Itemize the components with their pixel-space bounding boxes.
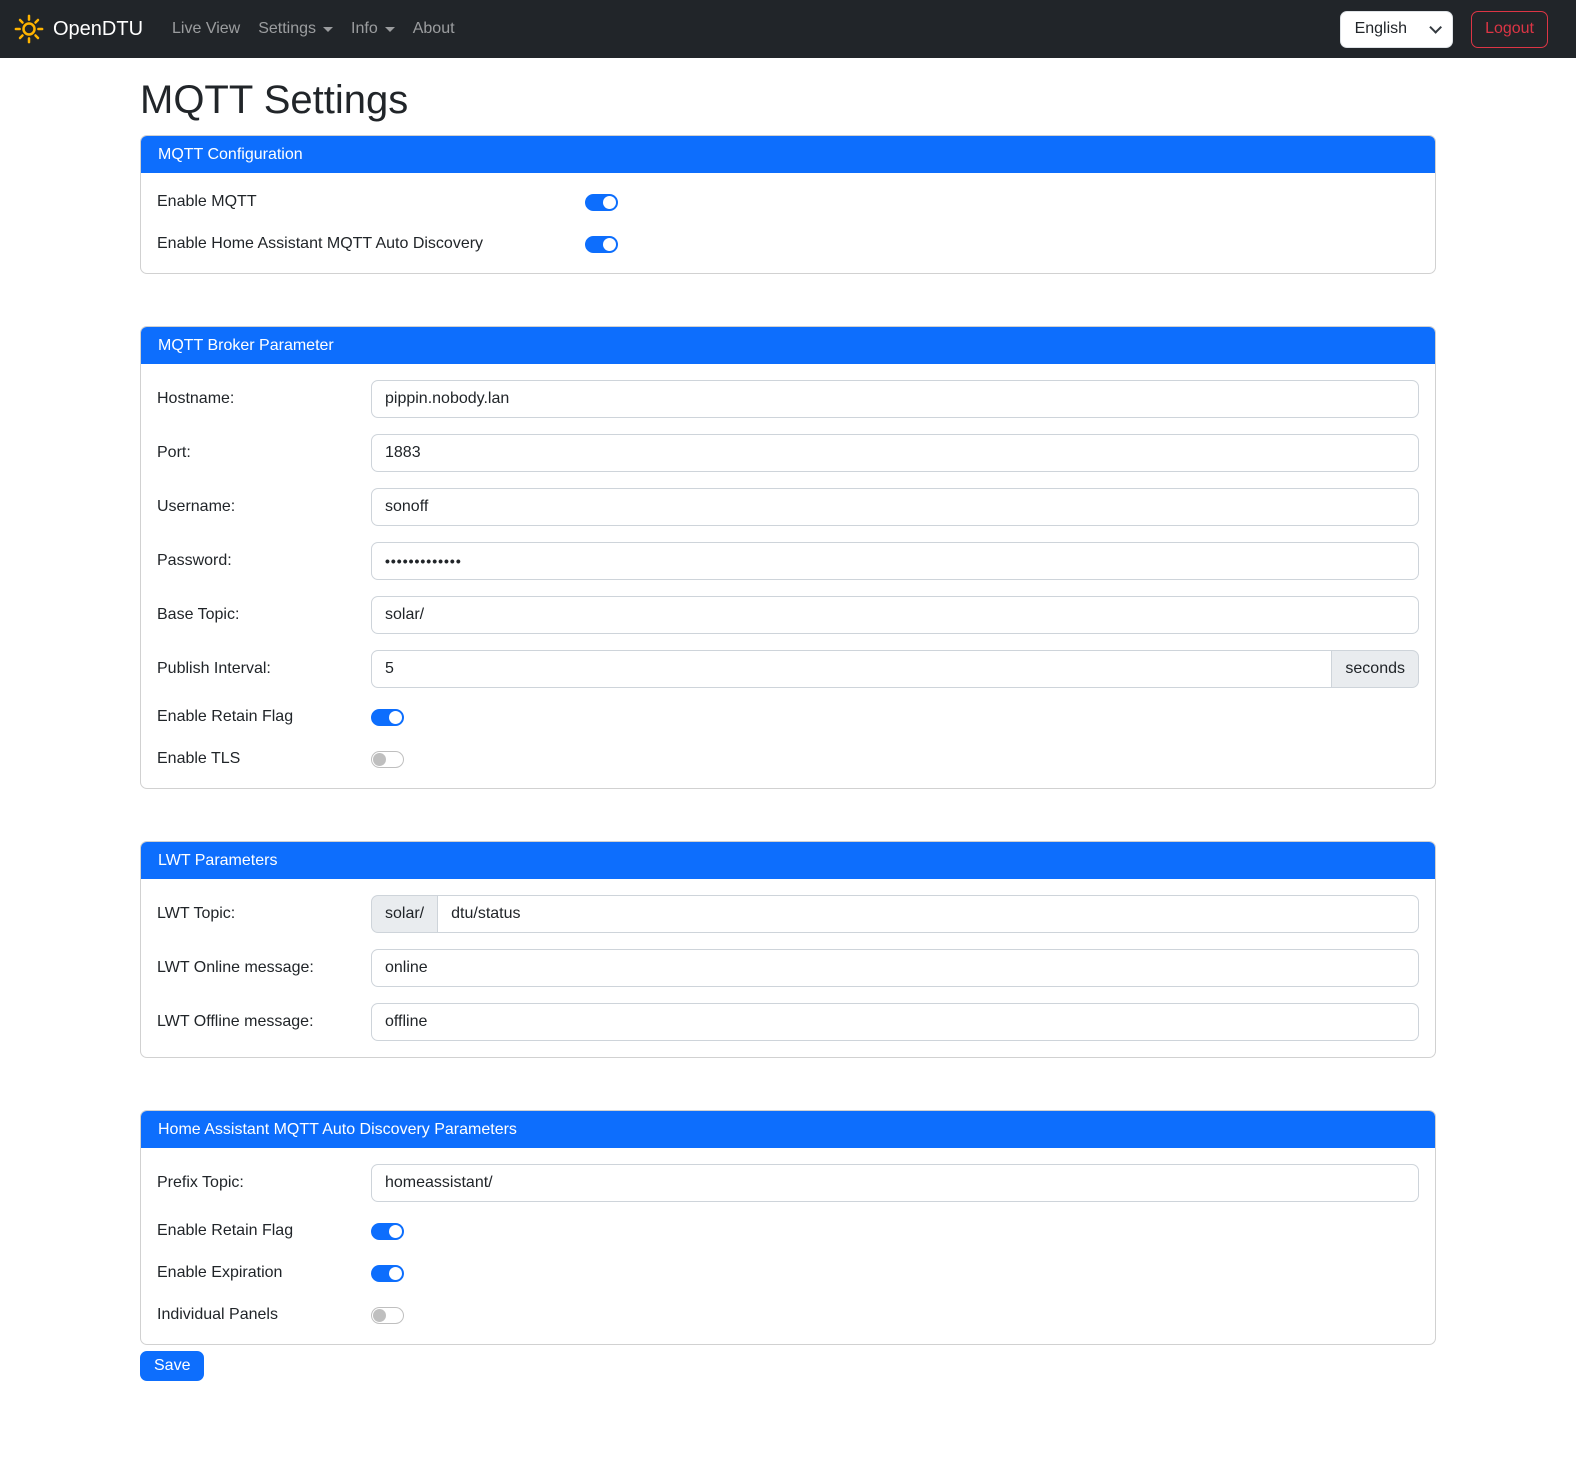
nav-item-label: About	[412, 20, 455, 37]
enable-tls-toggle[interactable]	[371, 750, 404, 768]
individual-panels-toggle[interactable]	[371, 1306, 404, 1324]
hass-retain-flag-label: Enable Retain Flag	[157, 1222, 294, 1239]
port-row: Port:	[157, 434, 1419, 472]
enable-mqtt-toggle[interactable]	[585, 193, 618, 211]
password-label: Password:	[157, 552, 232, 569]
lwt-topic-label: LWT Topic:	[157, 905, 236, 922]
prefix-topic-input[interactable]	[371, 1164, 1419, 1202]
lwt-online-row: LWT Online message:	[157, 949, 1419, 987]
base-topic-input[interactable]	[371, 596, 1419, 634]
hass-retain-flag-toggle[interactable]	[371, 1222, 404, 1240]
password-input[interactable]	[371, 542, 1419, 580]
nav-item-live-view[interactable]: Live View	[163, 12, 249, 46]
sun-icon	[14, 14, 44, 44]
enable-retain-flag-row: Enable Retain Flag	[157, 704, 1419, 730]
language-select[interactable]: English	[1339, 10, 1454, 48]
nav-links: Live View Settings Info About	[163, 12, 464, 46]
logout-button[interactable]: Logout	[1471, 10, 1548, 48]
lwt-topic-prefix-addon: solar/	[371, 895, 439, 933]
enable-expiration-row: Enable Expiration	[157, 1260, 1419, 1286]
port-label: Port:	[157, 444, 191, 461]
lwt-offline-row: LWT Offline message:	[157, 1003, 1419, 1041]
prefix-topic-row: Prefix Topic:	[157, 1164, 1419, 1202]
nav-item-about[interactable]: About	[404, 12, 464, 46]
card-header: Home Assistant MQTT Auto Discovery Param…	[141, 1111, 1435, 1148]
prefix-topic-label: Prefix Topic:	[157, 1174, 244, 1191]
nav-item-label: Settings	[258, 20, 317, 37]
enable-expiration-toggle[interactable]	[371, 1264, 404, 1282]
main-content: MQTT Settings MQTT Configuration Enable …	[140, 78, 1436, 1407]
nav-item-settings[interactable]: Settings	[249, 12, 342, 46]
enable-ha-discovery-label: Enable Home Assistant MQTT Auto Discover…	[157, 235, 484, 252]
password-row: Password:	[157, 542, 1419, 580]
enable-retain-flag-toggle[interactable]	[371, 708, 404, 726]
enable-ha-discovery-toggle[interactable]	[585, 235, 618, 253]
enable-ha-discovery-row: Enable Home Assistant MQTT Auto Discover…	[157, 231, 1419, 257]
lwt-offline-input[interactable]	[371, 1003, 1419, 1041]
page-title: MQTT Settings	[140, 78, 409, 122]
hass-retain-flag-row: Enable Retain Flag	[157, 1218, 1419, 1244]
username-label: Username:	[157, 498, 236, 515]
individual-panels-label: Individual Panels	[157, 1306, 278, 1323]
enable-retain-flag-label: Enable Retain Flag	[157, 708, 294, 725]
mqtt-configuration-card: MQTT Configuration Enable MQTT Enable Ho…	[140, 135, 1436, 274]
enable-tls-label: Enable TLS	[157, 750, 241, 767]
hostname-input[interactable]	[371, 380, 1419, 418]
mqtt-broker-card: MQTT Broker Parameter Hostname: Port: Us…	[140, 326, 1436, 789]
enable-tls-row: Enable TLS	[157, 746, 1419, 772]
hostname-label: Hostname:	[157, 390, 235, 407]
save-button[interactable]: Save	[140, 1351, 205, 1381]
caret-down-icon	[323, 26, 334, 32]
card-header: MQTT Broker Parameter	[141, 327, 1435, 364]
individual-panels-row: Individual Panels	[157, 1302, 1419, 1328]
card-header: MQTT Configuration	[141, 136, 1435, 173]
lwt-offline-label: LWT Offline message:	[157, 1013, 314, 1030]
port-input[interactable]	[371, 434, 1419, 472]
hostname-row: Hostname:	[157, 380, 1419, 418]
base-topic-row: Base Topic:	[157, 596, 1419, 634]
seconds-addon: seconds	[1331, 650, 1419, 688]
username-input[interactable]	[371, 488, 1419, 526]
lwt-topic-input[interactable]	[437, 895, 1419, 933]
publish-interval-row: Publish Interval: seconds	[157, 650, 1419, 688]
enable-mqtt-row: Enable MQTT	[157, 189, 1419, 215]
enable-mqtt-label: Enable MQTT	[157, 193, 257, 210]
hass-discovery-card: Home Assistant MQTT Auto Discovery Param…	[140, 1110, 1436, 1345]
chevron-down-icon	[1429, 20, 1443, 34]
publish-interval-input[interactable]	[371, 650, 1333, 688]
username-row: Username:	[157, 488, 1419, 526]
navbar: OpenDTU Live View Settings Info About En…	[0, 0, 1576, 58]
language-selected-value: English	[1354, 20, 1408, 37]
brand-link[interactable]: OpenDTU	[14, 14, 143, 44]
nav-item-label: Live View	[172, 20, 241, 37]
enable-expiration-label: Enable Expiration	[157, 1264, 283, 1281]
lwt-online-label: LWT Online message:	[157, 959, 314, 976]
base-topic-label: Base Topic:	[157, 606, 240, 623]
caret-down-icon	[384, 26, 395, 32]
lwt-topic-row: LWT Topic: solar/	[157, 895, 1419, 933]
brand-label: OpenDTU	[53, 17, 144, 40]
publish-interval-label: Publish Interval:	[157, 660, 271, 677]
lwt-parameters-card: LWT Parameters LWT Topic: solar/ LWT Onl…	[140, 841, 1436, 1058]
nav-item-info[interactable]: Info	[342, 12, 404, 46]
nav-item-label: Info	[351, 20, 378, 37]
card-header: LWT Parameters	[141, 842, 1435, 879]
lwt-online-input[interactable]	[371, 949, 1419, 987]
